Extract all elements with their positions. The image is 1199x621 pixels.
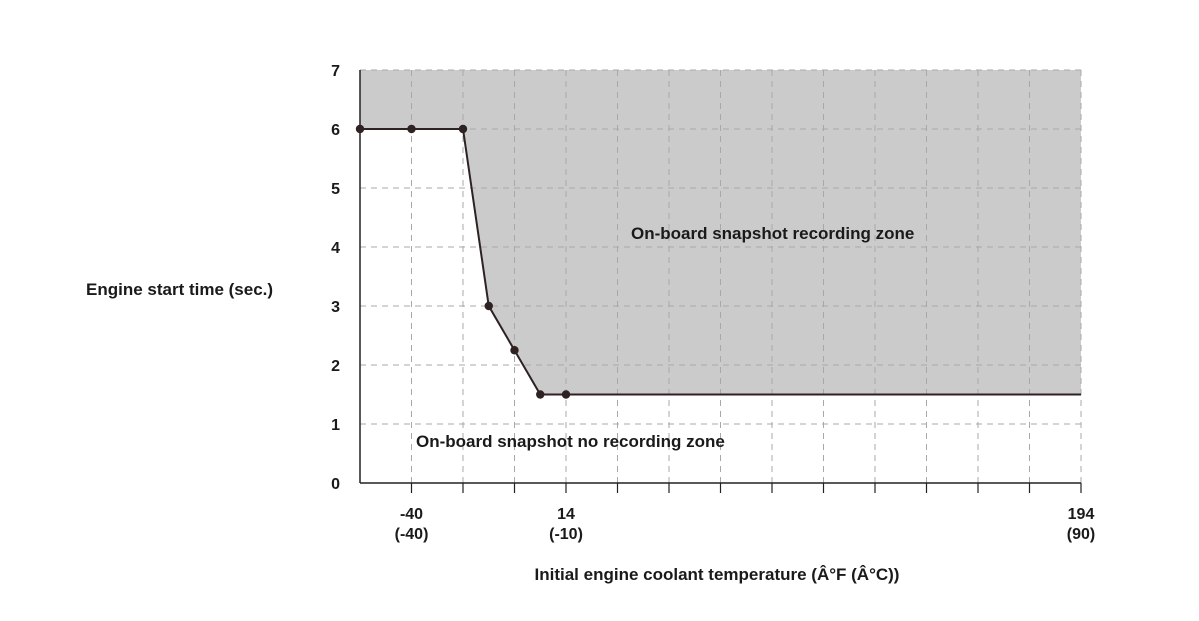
y-axis-title: Engine start time (sec.): [86, 280, 273, 299]
threshold-point: [458, 124, 468, 134]
x-tick-label-c: (-10): [549, 526, 583, 543]
threshold-line: [360, 128, 1081, 396]
threshold-point: [355, 124, 365, 134]
y-tick-label: 1: [331, 417, 340, 434]
x-tick-label-c: (90): [1067, 526, 1095, 543]
threshold-point: [536, 390, 545, 399]
threshold-point: [561, 390, 571, 399]
x-tick-label-f: -40: [400, 506, 423, 523]
x-tick-label-f: 194: [1068, 506, 1095, 523]
y-tick-label: 0: [331, 476, 340, 493]
recording-zone-area: [360, 70, 1081, 395]
threshold-point: [510, 346, 519, 355]
x-tick-label-c: (-40): [395, 526, 429, 543]
no-recording-zone-label: On-board snapshot no recording zone: [416, 432, 725, 451]
y-tick-label: 7: [331, 63, 340, 80]
y-tick-label: 5: [331, 181, 340, 198]
y-tick-label: 4: [331, 240, 340, 257]
y-tick-label: 2: [331, 358, 340, 375]
y-tick-label: 6: [331, 122, 340, 139]
threshold-point: [484, 301, 493, 311]
y-tick-label: 3: [331, 299, 340, 316]
threshold-point: [407, 124, 416, 134]
x-axis-title: Initial engine coolant temperature (Â°F …: [535, 565, 900, 584]
recording-zone-label: On-board snapshot recording zone: [631, 224, 914, 243]
x-tick-label-f: 14: [557, 506, 575, 523]
